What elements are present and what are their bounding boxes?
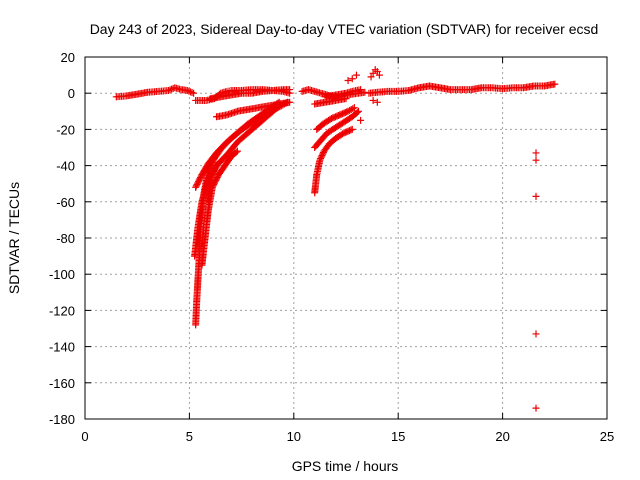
y-tick-label: -160 (49, 376, 75, 391)
data-point (373, 67, 381, 75)
data-point (352, 71, 360, 79)
data-point (316, 156, 324, 164)
data-point (369, 69, 377, 77)
data-point (212, 163, 220, 171)
data-point (369, 96, 377, 104)
data-point (361, 88, 369, 96)
axis-ticks: 0 5 10 15 20 25 -180 -160 -140 -120 -100 -80 -60 -40 -… (49, 50, 614, 444)
data-point (343, 108, 351, 116)
data-point (286, 86, 294, 94)
x-axis-label: GPS time / hours (292, 458, 399, 474)
data-point (282, 99, 290, 107)
data-point (208, 171, 216, 179)
data-point (532, 149, 540, 157)
data-point (188, 89, 196, 97)
y-tick-label: 0 (68, 86, 75, 101)
data-point (185, 87, 193, 95)
data-point (532, 156, 540, 164)
data-point (186, 88, 194, 96)
data-point (317, 153, 325, 161)
data-point (209, 169, 217, 177)
y-tick-label: -140 (49, 340, 75, 355)
data-point (348, 75, 356, 83)
data-point (344, 77, 352, 85)
data-point (190, 89, 198, 97)
data-point (373, 98, 381, 106)
data-point (355, 107, 363, 115)
data-point (532, 330, 540, 338)
data-point (357, 116, 365, 124)
y-tick-label: 20 (61, 50, 75, 65)
data-point (350, 104, 358, 112)
data-point (168, 85, 176, 93)
y-tick-label: -20 (56, 122, 75, 137)
data-point (317, 155, 325, 163)
data-point (213, 162, 221, 170)
y-tick-label: -60 (56, 195, 75, 210)
x-tick-label: 10 (287, 429, 301, 444)
data-point (551, 80, 559, 88)
data-point (375, 71, 383, 79)
x-tick-label: 15 (391, 429, 405, 444)
x-tick-label: 5 (186, 429, 193, 444)
data-point (210, 166, 218, 174)
data-points (112, 66, 559, 412)
x-tick-label: 25 (600, 429, 614, 444)
data-point (353, 108, 361, 116)
data-point (165, 86, 173, 94)
data-point (284, 98, 292, 106)
chart-title: Day 243 of 2023, Sidereal Day-to-day VTE… (90, 21, 599, 37)
data-point (210, 168, 218, 176)
data-point (367, 73, 375, 81)
y-tick-label: -120 (49, 303, 75, 318)
data-point (232, 148, 240, 156)
x-tick-label: 0 (81, 429, 88, 444)
data-point (357, 86, 365, 94)
data-point (274, 99, 282, 107)
data-point (275, 98, 283, 106)
data-point (318, 152, 326, 160)
y-tick-label: -100 (49, 267, 75, 282)
data-point (347, 126, 355, 134)
data-point (349, 105, 357, 113)
y-axis-label: SDTVAR / TECUs (6, 182, 22, 294)
y-tick-label: -80 (56, 231, 75, 246)
data-point (532, 192, 540, 200)
y-tick-label: -40 (56, 159, 75, 174)
data-point (166, 86, 174, 94)
y-tick-label: -180 (49, 412, 75, 427)
data-point (348, 125, 356, 133)
data-point (319, 150, 327, 158)
x-tick-label: 20 (495, 429, 509, 444)
data-point (532, 404, 540, 412)
data-point (211, 165, 219, 173)
data-point (233, 147, 241, 155)
data-point (183, 86, 191, 94)
